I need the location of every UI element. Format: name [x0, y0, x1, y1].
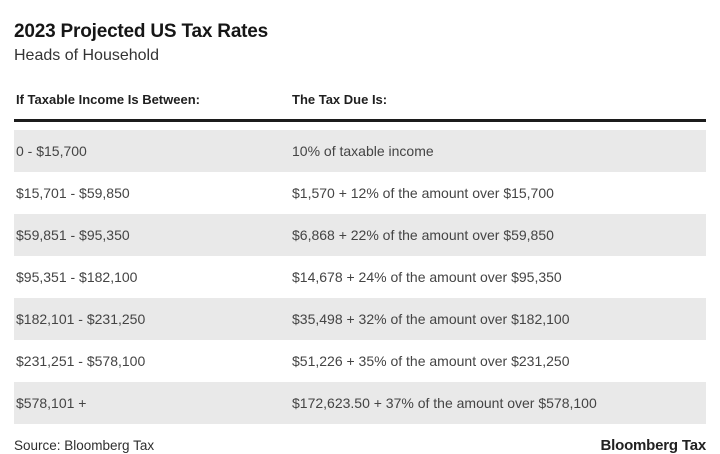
- income-range-cell: 0 - $15,700: [16, 143, 87, 159]
- table-row: $578,101 + $172,623.50 + 37% of the amou…: [14, 382, 706, 424]
- column-header-income-range: If Taxable Income Is Between:: [16, 92, 200, 107]
- source-note: Source: Bloomberg Tax: [14, 438, 155, 453]
- table-row: $15,701 - $59,850 $1,570 + 12% of the am…: [14, 172, 706, 214]
- page-title: 2023 Projected US Tax Rates: [14, 21, 269, 42]
- bloomberg-tax-logo: Bloomberg Tax: [600, 437, 707, 454]
- page-subtitle: Heads of Household: [14, 47, 159, 64]
- table-body: 0 - $15,700 10% of taxable income $15,70…: [14, 130, 706, 424]
- footer: Source: Bloomberg Tax Bloomberg Tax: [14, 437, 706, 454]
- tax-due-cell: $14,678 + 24% of the amount over $95,350: [292, 269, 562, 285]
- income-range-cell: $182,101 - $231,250: [16, 311, 146, 327]
- tax-due-cell: $35,498 + 32% of the amount over $182,10…: [292, 311, 570, 327]
- tax-due-cell: $51,226 + 35% of the amount over $231,25…: [292, 353, 570, 369]
- table-row: $231,251 - $578,100 $51,226 + 35% of the…: [14, 340, 706, 382]
- table-row: $95,351 - $182,100 $14,678 + 24% of the …: [14, 256, 706, 298]
- table-row: $182,101 - $231,250 $35,498 + 32% of the…: [14, 298, 706, 340]
- tax-due-cell: $172,623.50 + 37% of the amount over $57…: [292, 395, 597, 411]
- column-header-tax-due: The Tax Due Is:: [292, 92, 388, 107]
- tax-due-cell: $1,570 + 12% of the amount over $15,700: [292, 185, 554, 201]
- table-header-row: If Taxable Income Is Between: The Tax Du…: [14, 92, 706, 107]
- income-range-cell: $95,351 - $182,100: [16, 269, 138, 285]
- header-rule: [14, 119, 706, 122]
- table-row: 0 - $15,700 10% of taxable income: [14, 130, 706, 172]
- income-range-cell: $15,701 - $59,850: [16, 185, 130, 201]
- tax-due-cell: $6,868 + 22% of the amount over $59,850: [292, 227, 554, 243]
- tax-due-cell: 10% of taxable income: [292, 143, 434, 159]
- income-range-cell: $231,251 - $578,100: [16, 353, 146, 369]
- income-range-cell: $59,851 - $95,350: [16, 227, 130, 243]
- table-row: $59,851 - $95,350 $6,868 + 22% of the am…: [14, 214, 706, 256]
- income-range-cell: $578,101 +: [16, 395, 87, 411]
